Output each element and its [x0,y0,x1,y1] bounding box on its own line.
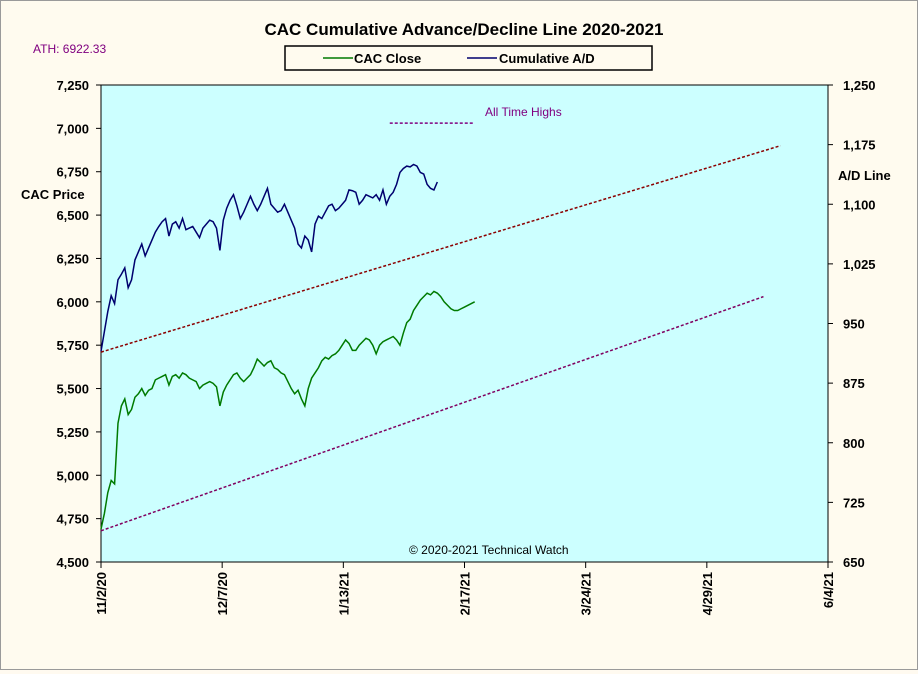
y-left-tick-label: 5,750 [56,338,89,353]
y-right-tick-label: 725 [843,495,865,510]
x-tick-label: 1/13/21 [336,572,351,615]
y-left-tick-label: 4,750 [56,512,89,527]
y-left-tick-label: 6,750 [56,165,89,180]
y-right-tick-label: 800 [843,436,865,451]
legend-label-ad: Cumulative A/D [499,51,595,66]
y-left-tick-label: 6,500 [56,208,89,223]
x-tick-label: 3/24/21 [579,572,594,615]
plot-area [100,84,829,563]
y-left-tick-label: 7,250 [56,78,89,93]
series-line-0 [100,290,476,530]
annotation-all-time-highs: All Time Highs [485,105,562,119]
y-left-tick-label: 6,000 [56,295,89,310]
y-left-tick-label: 5,250 [56,425,89,440]
series-line-1 [100,163,439,352]
y-left-tick-label: 6,250 [56,251,89,266]
x-axis: 11/2/20 12/7/20 1/13/21 2/17/21 3/24/21 4/29/… [94,562,836,615]
y-right-tick-label: 650 [843,555,865,570]
x-tick-label: 12/7/20 [215,572,230,615]
ath-label: ATH: 6922.33 [33,42,106,56]
y-right-tick-label: 950 [843,317,865,332]
trend-line-2 [100,144,781,353]
trend-line-3 [100,295,764,532]
copyright-text: © 2020-2021 Technical Watch [409,543,569,557]
x-tick-label: 2/17/21 [458,572,473,615]
x-tick-label: 4/29/21 [700,572,715,615]
y-right-tick-label: 1,250 [843,78,876,93]
x-tick-label: 6/4/21 [821,572,836,608]
chart-title: CAC Cumulative Advance/Decline Line 2020… [264,20,663,39]
y-left-tick-label: 5,500 [56,382,89,397]
y-axis-right: 1,250 1,175 1,100 1,025 950 875 800 725 650 [828,78,876,570]
series-layer [100,122,781,532]
y-axis-left-title: CAC Price [21,187,85,202]
y-axis-left: 7,250 7,000 6,750 6,500 6,250 6,000 5,750 5,500… [56,78,101,570]
y-right-tick-label: 1,100 [843,197,876,212]
y-left-tick-label: 4,500 [56,555,89,570]
x-tick-label: 11/2/20 [94,572,109,615]
y-left-tick-label: 7,000 [56,121,89,136]
y-right-tick-label: 1,175 [843,138,876,153]
y-right-tick-label: 1,025 [843,257,876,272]
y-left-tick-label: 5,000 [56,468,89,483]
y-right-tick-label: 875 [843,376,865,391]
legend-label-cac: CAC Close [354,51,421,66]
y-axis-right-title: A/D Line [838,168,891,183]
